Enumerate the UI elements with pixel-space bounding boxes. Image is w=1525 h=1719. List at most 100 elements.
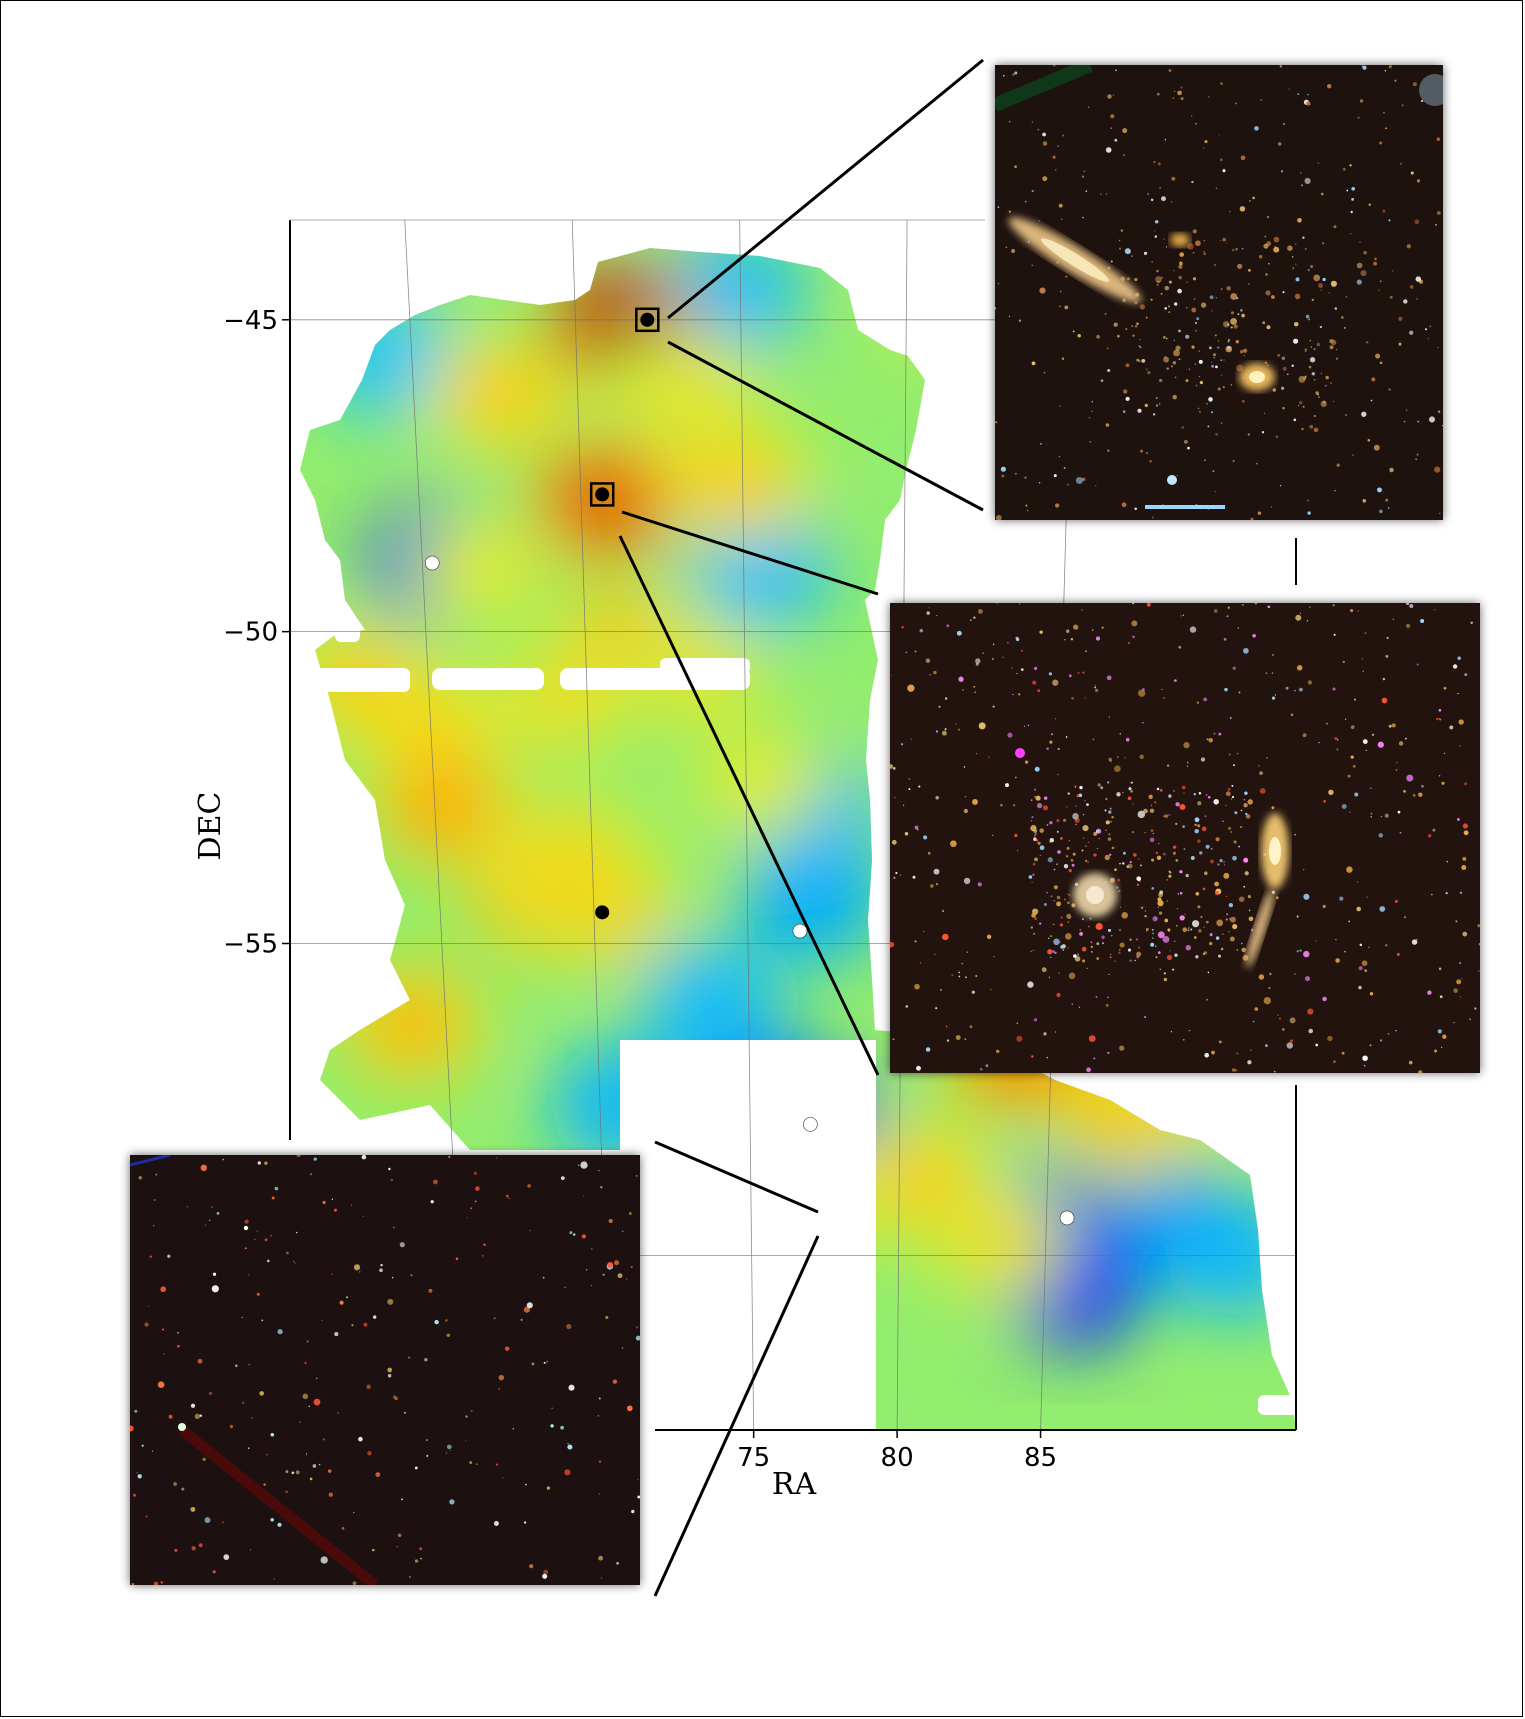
- source: [498, 1374, 505, 1381]
- source: [154, 1199, 156, 1201]
- source: [1159, 911, 1163, 915]
- peak-7: [370, 748, 515, 865]
- source: [527, 1184, 531, 1188]
- source: [1420, 618, 1425, 624]
- source: [448, 1156, 451, 1158]
- source: [1371, 733, 1375, 737]
- source: [969, 1025, 973, 1029]
- source: [969, 619, 972, 622]
- source: [636, 1326, 639, 1329]
- source: [1254, 1007, 1259, 1011]
- source: [1406, 244, 1411, 249]
- source: [1178, 329, 1181, 333]
- source: [1130, 781, 1133, 784]
- source: [1325, 385, 1327, 387]
- source: [1248, 269, 1251, 272]
- source: [1217, 346, 1220, 349]
- source: [430, 1200, 434, 1204]
- source: [1230, 831, 1232, 833]
- source: [1113, 322, 1118, 327]
- source: [1084, 697, 1086, 699]
- source: [1274, 694, 1277, 696]
- source: [1288, 88, 1290, 90]
- source: [1318, 396, 1320, 398]
- source: [1379, 141, 1383, 145]
- source: [1157, 897, 1162, 902]
- source: [542, 1573, 548, 1579]
- source: [1156, 283, 1159, 286]
- source: [1065, 275, 1068, 278]
- source: [1438, 708, 1442, 712]
- source: [1119, 247, 1121, 250]
- source: [1330, 339, 1337, 346]
- source: [1151, 260, 1153, 263]
- source: [160, 1581, 163, 1584]
- source: [1047, 857, 1053, 863]
- source: [1272, 653, 1275, 656]
- source: [1194, 363, 1197, 365]
- source: [1100, 193, 1102, 195]
- source: [306, 1340, 309, 1343]
- source: [1061, 357, 1065, 360]
- source: [1410, 171, 1414, 175]
- source: [1088, 925, 1090, 928]
- source: [267, 1259, 270, 1263]
- source: [1327, 1035, 1333, 1042]
- source: [1033, 837, 1037, 841]
- source: [1007, 642, 1009, 644]
- source: [1163, 336, 1166, 339]
- source: [131, 1582, 135, 1585]
- source: [1088, 1035, 1096, 1042]
- source: [1220, 422, 1223, 424]
- source: [1359, 99, 1364, 103]
- source: [1132, 603, 1135, 605]
- source: [1282, 407, 1285, 410]
- source: [1065, 855, 1069, 858]
- source: [1429, 325, 1432, 328]
- source: [1267, 605, 1271, 609]
- source: [1197, 801, 1202, 806]
- marker-dot: [1059, 1210, 1075, 1226]
- source: [1107, 449, 1110, 452]
- source: [1326, 722, 1328, 725]
- source: [1024, 200, 1027, 203]
- source: [1351, 198, 1354, 201]
- source: [1065, 629, 1070, 633]
- source: [1131, 325, 1133, 327]
- source: [1271, 806, 1275, 810]
- source: [1090, 945, 1094, 949]
- source: [1315, 939, 1317, 942]
- source: [1214, 334, 1217, 337]
- source: [475, 1186, 480, 1191]
- source: [1389, 467, 1394, 473]
- source: [359, 1271, 361, 1273]
- source: [1457, 656, 1461, 660]
- source: [1119, 1045, 1125, 1051]
- source: [590, 1284, 593, 1287]
- source: [1289, 1017, 1296, 1024]
- source: [481, 1254, 484, 1257]
- source: [1307, 1008, 1314, 1015]
- source: [963, 808, 969, 814]
- source: [1132, 803, 1134, 805]
- source: [997, 283, 1000, 285]
- source: [1131, 620, 1138, 627]
- source: [1347, 774, 1351, 778]
- source: [1127, 796, 1132, 801]
- source: [1229, 936, 1235, 942]
- source: [1003, 74, 1005, 77]
- source: [1149, 808, 1155, 814]
- source: [1243, 803, 1248, 808]
- source: [996, 1049, 1000, 1054]
- source: [1462, 931, 1468, 937]
- source: [1144, 403, 1148, 408]
- source: [1344, 950, 1346, 953]
- source: [919, 962, 922, 964]
- source: [1191, 345, 1195, 349]
- source: [1097, 783, 1101, 787]
- source: [1137, 810, 1146, 819]
- source: [1209, 941, 1213, 946]
- source: [1032, 680, 1037, 685]
- source: [1209, 933, 1213, 937]
- source: [1166, 367, 1169, 370]
